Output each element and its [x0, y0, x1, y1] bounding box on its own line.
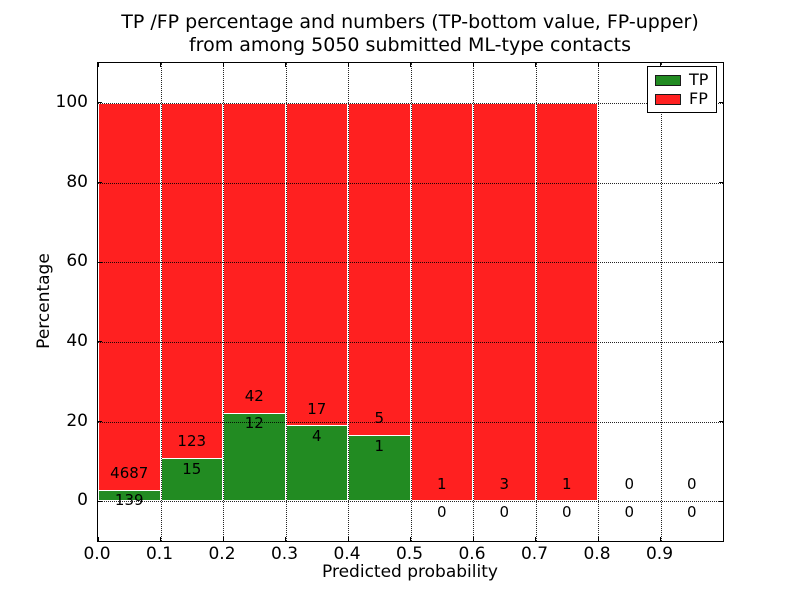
x-tick-mark [160, 63, 161, 67]
tp-count-label: 0 [499, 502, 510, 521]
y-tick-label: 100 [55, 91, 88, 112]
grid-line-v [473, 63, 474, 541]
fp-count-label: 42 [244, 386, 264, 405]
legend: TP FP [647, 66, 717, 113]
plot-area: 4687 139 123 15 42 12 17 4 5 1 1 0 3 0 1 0 0 0 0 0 TP FP [97, 62, 724, 542]
legend-label-fp: FP [689, 89, 708, 108]
y-tick-mark [719, 182, 723, 183]
grid-line-v [223, 63, 224, 541]
x-tick-mark [535, 63, 536, 67]
x-tick-mark [410, 537, 411, 541]
fp-count-label: 5 [374, 409, 385, 428]
legend-swatch-tp [655, 74, 681, 86]
x-tick-mark [472, 63, 474, 67]
y-tick-mark [98, 261, 102, 263]
bar-fp [98, 102, 161, 502]
x-tick-mark [472, 537, 474, 541]
x-tick-mark [660, 537, 661, 541]
x-tick-mark [97, 63, 99, 67]
y-tick-mark [719, 261, 723, 263]
x-tick-label: 0.2 [208, 544, 236, 564]
chart-title-line1: TP /FP percentage and numbers (TP-bottom… [121, 11, 699, 33]
tp-count-label: 15 [182, 459, 202, 478]
tp-count-label: 12 [244, 414, 264, 433]
x-tick-mark [160, 537, 161, 541]
tp-count-label: 0 [561, 502, 572, 521]
fp-count-label: 4687 [110, 463, 149, 482]
y-tick-mark [719, 341, 723, 343]
legend-swatch-fp [655, 93, 681, 105]
fp-count-label: 123 [177, 432, 207, 451]
bar-tp [98, 489, 161, 502]
fp-count-label: 17 [307, 399, 327, 418]
bar-tp [285, 425, 348, 502]
fp-count-label: 1 [436, 475, 447, 494]
y-axis-label: Percentage [34, 253, 54, 349]
x-tick-mark [222, 537, 224, 541]
chart-title: TP /FP percentage and numbers (TP-bottom… [60, 11, 760, 57]
x-tick-mark [285, 537, 286, 541]
x-tick-mark [660, 63, 661, 67]
tp-count-label: 1 [374, 436, 385, 455]
y-tick-label: 0 [77, 490, 88, 511]
x-tick-label: 0.8 [583, 544, 611, 564]
x-tick-label: 0.6 [458, 544, 486, 564]
x-tick-mark [410, 63, 411, 67]
x-tick-mark [597, 63, 599, 67]
fp-count-label: 1 [561, 475, 572, 494]
x-tick-mark [222, 63, 224, 67]
fp-count-label: 0 [624, 475, 635, 494]
y-tick-label: 80 [66, 171, 88, 192]
bar-fp [473, 102, 536, 502]
fp-count-label: 3 [499, 475, 510, 494]
x-tick-label: 0.3 [270, 544, 299, 564]
bar-fp [535, 102, 598, 502]
x-tick-label: 0.7 [520, 544, 549, 564]
y-tick-mark [719, 102, 723, 104]
grid-line-v [535, 63, 537, 541]
bar-tp [348, 434, 411, 502]
legend-item-fp: FP [655, 91, 709, 107]
tp-count-label: 0 [624, 502, 635, 521]
tp-count-label: 0 [436, 502, 447, 521]
x-tick-label: 0.4 [333, 544, 361, 564]
y-tick-label: 40 [66, 330, 88, 351]
fp-count-label: 0 [686, 475, 697, 494]
y-tick-label: 20 [66, 410, 88, 431]
grid-line-v [348, 63, 349, 541]
y-tick-mark [98, 182, 102, 183]
x-tick-mark [535, 537, 536, 541]
bar-tp [160, 457, 223, 502]
x-tick-mark [347, 63, 349, 67]
x-tick-mark [347, 537, 349, 541]
tp-count-label: 139 [114, 491, 144, 510]
tp-count-label: 4 [311, 427, 322, 446]
x-tick-label: 0.5 [395, 544, 424, 564]
y-tick-label: 60 [66, 251, 88, 272]
x-tick-mark [597, 537, 599, 541]
x-tick-label: 0.9 [645, 544, 674, 564]
grid-line-v [285, 63, 287, 541]
x-tick-mark [97, 537, 99, 541]
grid-line-v [410, 63, 412, 541]
grid-line-v [598, 63, 599, 541]
y-tick-mark [98, 341, 102, 343]
x-tick-label: 0.0 [83, 544, 111, 564]
y-tick-mark [719, 500, 723, 502]
x-tick-mark [285, 63, 286, 67]
bar-fp [410, 102, 473, 502]
x-axis-label: Predicted probability [322, 562, 498, 582]
y-tick-mark [98, 500, 102, 502]
tp-count-label: 0 [686, 502, 697, 521]
chart-title-line2: from among 5050 submitted ML-type contac… [188, 34, 632, 56]
x-tick-label: 0.1 [145, 544, 174, 564]
legend-label-tp: TP [689, 70, 709, 89]
legend-item-tp: TP [655, 72, 709, 88]
y-tick-mark [719, 421, 723, 422]
y-tick-mark [98, 421, 102, 422]
grid-line-v [160, 63, 162, 541]
y-tick-mark [98, 102, 102, 104]
grid-line-v [660, 63, 662, 541]
